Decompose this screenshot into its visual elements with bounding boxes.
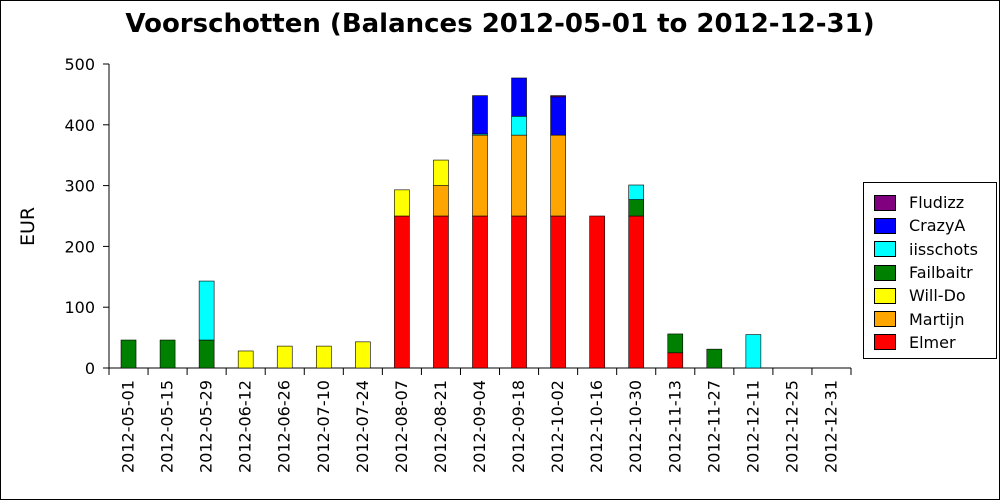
legend-label: Fludizz	[909, 193, 965, 213]
bar-segment-martijn	[550, 134, 566, 217]
y-tick-label: 200	[64, 237, 95, 256]
legend-item: Failbaitr	[864, 261, 996, 284]
bar-segment-martijn	[511, 134, 527, 217]
bar-segment-failbaitr	[706, 348, 723, 369]
bar-segment-will-do	[315, 345, 332, 369]
y-tick-label: 400	[64, 116, 95, 135]
legend-item: Will-Do	[864, 284, 996, 307]
x-tick-label: 2012-07-24	[353, 380, 372, 473]
legend-item: Elmer	[864, 331, 996, 354]
legend-swatch	[874, 217, 896, 234]
x-tick-label: 2012-11-13	[665, 380, 684, 473]
bar-segment-failbaitr	[667, 333, 684, 354]
y-tick-label: 100	[64, 298, 95, 317]
bar-segment-failbaitr	[120, 339, 137, 369]
bar-segment-fludizz	[550, 95, 566, 98]
bar-segment-elmer	[433, 215, 449, 369]
bar-segment-failbaitr	[198, 339, 215, 369]
legend-swatch	[874, 311, 896, 328]
bar-segment-elmer	[394, 215, 410, 369]
bar-segment-failbaitr	[159, 339, 176, 369]
legend-swatch	[874, 287, 896, 304]
legend-item: Fludizz	[864, 191, 996, 214]
chart-title: Voorschotten (Balances 2012-05-01 to 201…	[125, 9, 875, 39]
legend-item: CrazyA	[864, 214, 996, 237]
bar-segment-elmer	[667, 352, 684, 369]
bar-segment-iisschots	[628, 184, 645, 200]
x-tick-label: 2012-12-11	[743, 380, 762, 473]
x-tick-label: 2012-11-27	[704, 380, 723, 473]
legend-swatch	[874, 241, 896, 258]
bar-segment-iisschots	[511, 115, 527, 136]
bar-segment-crazya	[511, 77, 527, 117]
bar-segment-crazya	[550, 96, 566, 136]
bar-segment-elmer	[589, 215, 605, 369]
bar-segment-will-do	[394, 189, 410, 217]
bar-segment-martijn	[472, 134, 488, 217]
x-tick-label: 2012-07-10	[314, 380, 333, 473]
y-tick-label: 500	[64, 55, 95, 74]
bar-segment-iisschots	[198, 280, 215, 341]
legend-label: CrazyA	[909, 216, 966, 236]
bar-segment-martijn	[433, 185, 449, 217]
legend-item: iisschots	[864, 238, 996, 261]
bar-segment-will-do	[237, 350, 254, 369]
x-tick-label: 2012-10-02	[548, 380, 567, 473]
legend-swatch	[874, 334, 896, 351]
legend-label: Elmer	[909, 332, 956, 352]
x-tick-label: 2012-12-25	[782, 380, 801, 473]
bar-segment-elmer	[628, 215, 645, 369]
legend-swatch	[874, 264, 896, 281]
bar-segment-elmer	[550, 215, 566, 369]
x-tick-label: 2012-08-21	[431, 380, 450, 473]
legend-label: iisschots	[909, 239, 978, 259]
bar-segment-elmer	[472, 215, 488, 369]
bar-segment-iisschots	[745, 334, 762, 369]
x-tick-label: 2012-09-18	[509, 380, 528, 473]
x-tick-label: 2012-05-01	[119, 380, 138, 473]
x-tick-label: 2012-10-30	[626, 380, 645, 473]
bar-segment-will-do	[355, 341, 371, 369]
y-tick-label: 0	[85, 359, 95, 378]
bar-segment-crazya	[472, 95, 488, 135]
legend-label: Martijn	[909, 309, 965, 329]
x-tick-label: 2012-12-31	[821, 380, 840, 473]
x-tick-label: 2012-06-26	[275, 380, 294, 473]
y-tick-label: 300	[64, 177, 95, 196]
x-tick-label: 2012-10-16	[587, 380, 606, 473]
legend-swatch	[874, 194, 896, 211]
x-tick-label: 2012-05-15	[158, 380, 177, 473]
bar-segment-will-do	[276, 345, 293, 369]
x-tick-label: 2012-06-12	[236, 380, 255, 473]
bar-segment-will-do	[433, 159, 449, 186]
chart-legend: Fludizz CrazyA iisschots Failbaitr Will-Do Ma…	[863, 182, 997, 359]
x-tick-label: 2012-09-04	[470, 380, 489, 473]
bar-segment-failbaitr	[628, 199, 645, 217]
x-tick-label: 2012-05-29	[197, 380, 216, 473]
legend-item: Martijn	[864, 307, 996, 330]
legend-label: Failbaitr	[909, 263, 973, 283]
legend-label: Will-Do	[909, 286, 966, 306]
bar-segment-elmer	[511, 215, 527, 369]
x-tick-label: 2012-08-07	[392, 380, 411, 473]
